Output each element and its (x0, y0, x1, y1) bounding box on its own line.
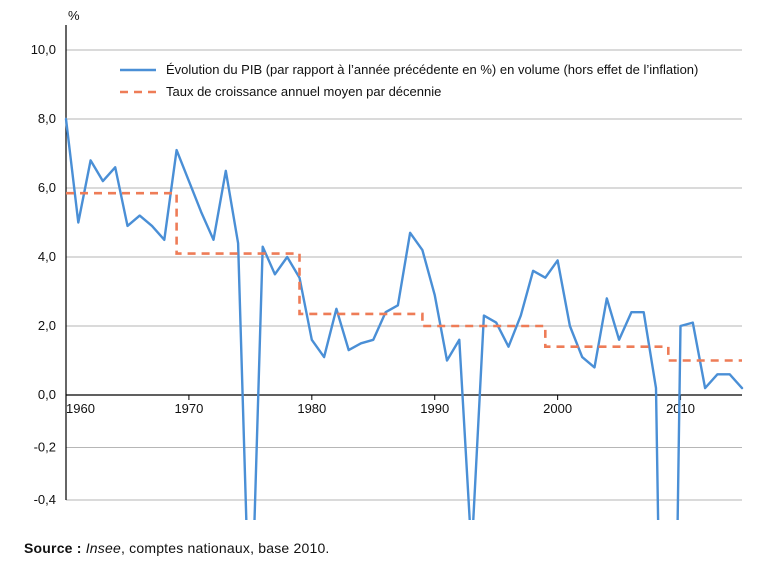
chart-svg: 0,0 2,0 4,0 6,0 8,0 10,0 -0,2 -0,4 1960 1970 1980 1… (0, 0, 757, 520)
y-tick-label: 2,0 (38, 318, 56, 333)
y-tick-label: 10,0 (31, 42, 56, 57)
y-tick-label: -0,4 (34, 492, 56, 507)
x-tick-label: 2000 (543, 401, 572, 416)
series-pib-line (66, 119, 742, 520)
x-tick-label: 1970 (174, 401, 203, 416)
y-tick-label: 8,0 (38, 111, 56, 126)
legend-label-pib: Évolution du PIB (par rapport à l’année … (166, 62, 698, 77)
x-tick-label: 1980 (297, 401, 326, 416)
chart-container: 0,0 2,0 4,0 6,0 8,0 10,0 -0,2 -0,4 1960 1970 1980 1… (0, 0, 757, 568)
y-tick-label: 6,0 (38, 180, 56, 195)
y-axis-label: % (68, 8, 80, 23)
legend-label-decade: Taux de croissance annuel moyen par déce… (166, 84, 441, 99)
y-tick-label: 0,0 (38, 387, 56, 402)
y-tick-label: -0,2 (34, 440, 56, 455)
source-rest: , comptes nationaux, base 2010. (121, 540, 330, 556)
y-tick-label: 4,0 (38, 249, 56, 264)
x-tick-label: 1960 (66, 401, 95, 416)
source-insee: Insee (86, 540, 121, 556)
source-label: Source : (24, 540, 82, 556)
x-tick-label: 1990 (420, 401, 449, 416)
source-line: Source : Insee, comptes nationaux, base … (24, 540, 330, 556)
